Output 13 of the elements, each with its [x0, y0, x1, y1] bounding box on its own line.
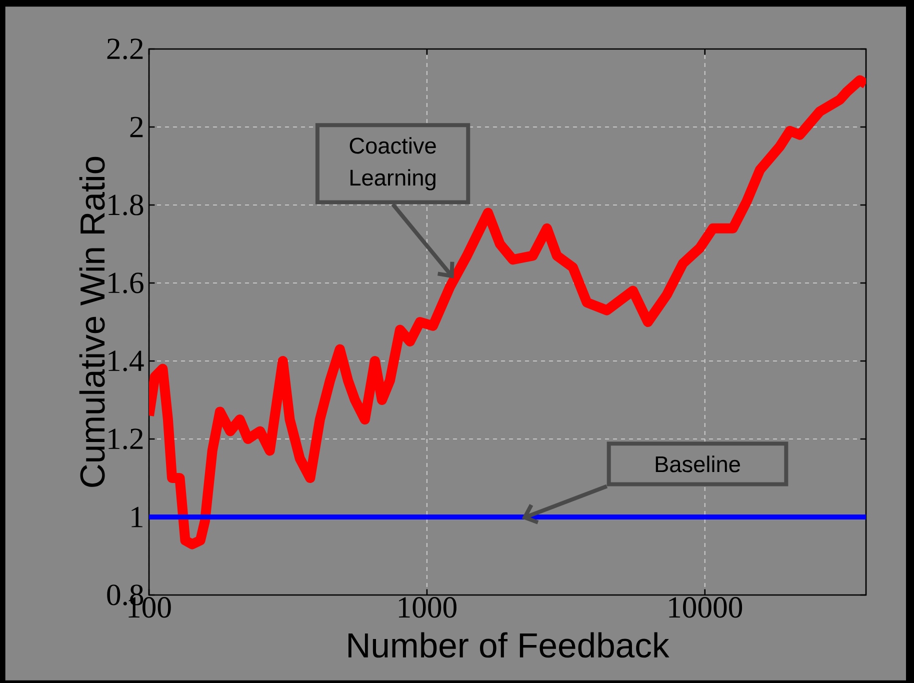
x-tick-label: 10000	[669, 597, 742, 618]
x-tick-label: 1000	[398, 597, 456, 618]
y-tick-label: 1.4	[108, 350, 144, 372]
text: Coactive Learning	[350, 137, 436, 190]
y-tick-label: 1.8	[108, 194, 144, 216]
y-tick-label: 1.6	[108, 272, 144, 294]
series-label: Baseline	[656, 456, 740, 472]
y-tick-label: 1.2	[108, 428, 143, 450]
y-tick-label: 2	[130, 116, 143, 138]
y-tick-label: 2.2	[107, 38, 143, 60]
y-tick-label: 1	[132, 506, 142, 528]
y-axis-title: Cumulative Win Ratio	[79, 156, 105, 487]
x-axis-title: Number of Feedback	[348, 632, 670, 658]
